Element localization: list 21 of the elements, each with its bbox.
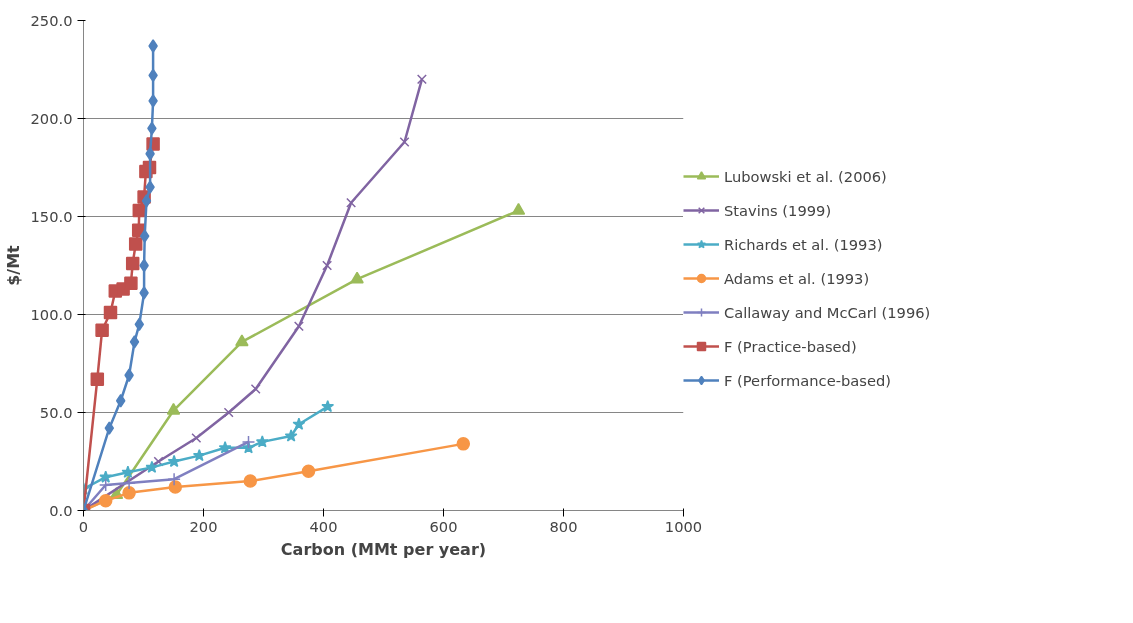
legend-label: Richards et al. (1993) bbox=[724, 235, 883, 253]
x-axis-title: Carbon (MMt per year) bbox=[280, 539, 487, 559]
x-tick-label: 600 bbox=[429, 517, 458, 535]
x-tick-label: 1000 bbox=[664, 517, 703, 535]
legend-label: Lubowski et al. (2006) bbox=[724, 167, 887, 185]
y-tick-label: 50.0 bbox=[39, 403, 73, 421]
x-tick-label: 200 bbox=[189, 517, 218, 535]
x-tick-label: 400 bbox=[309, 517, 338, 535]
x-tick-label: 800 bbox=[549, 517, 578, 535]
y-tick-label: 100.0 bbox=[30, 305, 73, 323]
legend-label: F (Practice-based) bbox=[724, 337, 857, 355]
y-axis-title: $/Mt bbox=[3, 244, 23, 286]
y-tick-label: 200.0 bbox=[30, 109, 73, 127]
x-tick-label: 0 bbox=[78, 517, 89, 535]
legend-label: F (Performance-based) bbox=[724, 371, 891, 389]
y-tick-label: 250.0 bbox=[30, 11, 73, 29]
legend-label: Stavins (1999) bbox=[724, 201, 832, 219]
y-tick-label: 150.0 bbox=[30, 207, 73, 225]
y-tick-label: 0.0 bbox=[49, 501, 73, 519]
legend-label: Callaway and McCarl (1996) bbox=[724, 303, 931, 321]
legend-label: Adams et al. (1993) bbox=[724, 269, 870, 287]
